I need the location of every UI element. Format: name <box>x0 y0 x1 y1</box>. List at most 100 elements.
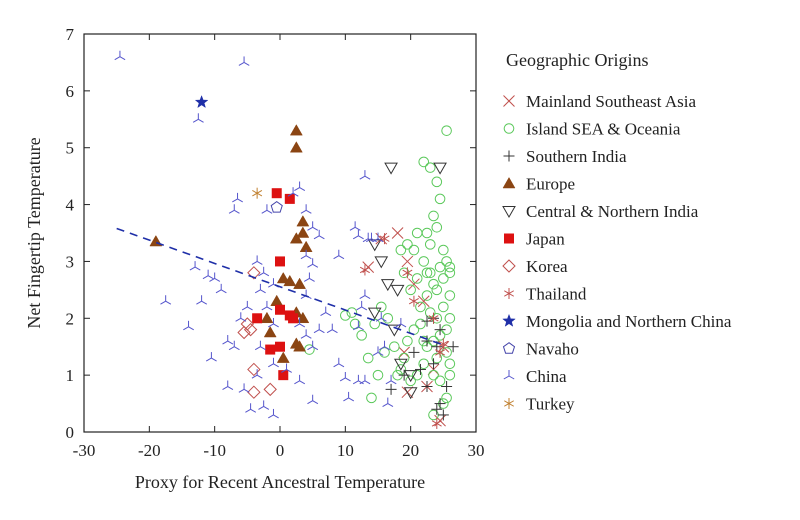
data-point-island-sea-oceania <box>444 267 456 279</box>
series-thailand <box>359 233 449 429</box>
data-point-japan <box>275 304 285 315</box>
series-korea <box>237 266 277 399</box>
data-point-mainland-southeast-asia <box>401 255 414 268</box>
legend-label-korea: Korea <box>526 257 568 276</box>
data-point-china <box>359 289 371 299</box>
data-point-mainland-southeast-asia <box>391 227 404 239</box>
data-point-china <box>294 317 306 328</box>
data-point-china <box>235 312 247 322</box>
legend-marker-mainland-southeast-asia <box>503 95 515 107</box>
legend-label-central-northern-india: Central & Northern India <box>526 202 699 221</box>
data-point-central-northern-india <box>390 284 405 297</box>
data-point-china <box>192 113 204 123</box>
data-point-china <box>222 380 234 390</box>
data-point-island-sea-oceania <box>408 244 420 256</box>
data-point-china <box>313 229 325 240</box>
data-point-island-sea-oceania <box>424 307 436 318</box>
y-axis: 0 1 2 3 4 5 6 7 <box>66 25 476 442</box>
y-tick-label: 2 <box>66 309 75 328</box>
data-point-japan <box>278 370 289 381</box>
data-point-korea <box>247 266 261 280</box>
data-point-china <box>241 300 253 311</box>
data-point-china <box>372 232 384 243</box>
data-point-island-sea-oceania <box>424 239 436 250</box>
data-point-thailand <box>435 346 446 358</box>
data-point-island-sea-oceania <box>418 256 430 267</box>
data-point-europe <box>293 340 307 352</box>
data-point-china <box>160 295 172 305</box>
data-point-island-sea-oceania <box>402 335 413 347</box>
data-point-europe <box>283 274 297 287</box>
data-point-mainland-southeast-asia <box>398 346 410 359</box>
legend-marker-europe <box>502 176 516 189</box>
x-tick-label: -30 <box>73 441 96 460</box>
data-point-korea <box>247 385 261 399</box>
data-point-europe <box>296 215 310 227</box>
data-point-island-sea-oceania <box>438 244 449 256</box>
data-point-southern-india <box>414 363 426 375</box>
data-point-southern-india <box>447 341 459 353</box>
data-point-japan <box>284 193 295 204</box>
data-point-korea <box>247 362 261 377</box>
data-point-china <box>307 258 319 268</box>
legend-marker-central-northern-india <box>502 206 516 219</box>
data-point-china <box>326 323 338 334</box>
data-point-china <box>251 369 263 379</box>
data-point-island-sea-oceania <box>441 347 452 358</box>
y-tick-label: 5 <box>66 139 75 158</box>
data-point-china <box>287 187 299 197</box>
data-point-island-sea-oceania <box>405 375 416 387</box>
legend-label-island-sea-oceania: Island SEA & Oceania <box>526 120 681 139</box>
data-point-china <box>333 357 345 368</box>
data-point-china <box>238 383 250 393</box>
data-point-japan <box>265 344 276 355</box>
data-point-island-sea-oceania <box>438 273 449 284</box>
data-point-china <box>303 272 315 282</box>
data-point-japan <box>271 188 282 199</box>
data-point-china <box>222 335 234 345</box>
data-point-china <box>343 391 355 402</box>
y-tick-label: 7 <box>66 25 75 44</box>
series-southern-india <box>385 312 459 421</box>
data-point-central-northern-india <box>387 324 402 337</box>
data-point-china <box>313 323 325 334</box>
data-point-island-sea-oceania <box>402 239 413 250</box>
data-point-island-sea-oceania <box>428 369 439 381</box>
data-point-island-sea-oceania <box>431 284 443 296</box>
legend-marker-navaho <box>502 342 516 354</box>
data-point-thailand <box>438 338 449 350</box>
data-point-island-sea-oceania <box>428 278 439 290</box>
data-point-island-sea-oceania <box>411 227 423 239</box>
data-point-central-northern-india <box>433 162 447 175</box>
points-layer <box>114 50 459 429</box>
data-point-island-sea-oceania <box>428 210 439 222</box>
data-point-island-sea-oceania <box>444 358 456 370</box>
data-point-island-sea-oceania <box>415 301 426 313</box>
data-point-island-sea-oceania <box>431 352 443 364</box>
data-point-china <box>254 340 266 351</box>
data-point-island-sea-oceania <box>375 301 387 313</box>
data-point-southern-india <box>431 403 443 415</box>
data-point-europe <box>289 141 303 153</box>
data-point-central-northern-india <box>367 239 382 252</box>
data-point-china <box>268 317 279 328</box>
data-point-china <box>375 312 387 322</box>
data-point-japan <box>252 313 263 324</box>
data-point-china <box>261 204 273 214</box>
data-point-island-sea-oceania <box>441 256 452 267</box>
data-point-korea <box>240 317 255 331</box>
legend-marker-turkey <box>503 398 515 409</box>
data-point-korea <box>243 322 258 337</box>
series-turkey <box>252 187 263 199</box>
data-point-southern-india <box>385 383 397 395</box>
data-point-island-sea-oceania <box>398 267 410 279</box>
data-point-island-sea-oceania <box>421 267 433 279</box>
data-point-china <box>254 283 266 294</box>
data-point-europe <box>293 277 307 289</box>
x-tick-label: 0 <box>276 441 285 460</box>
legend: Geographic Origins Mainland Southeast As… <box>502 50 732 414</box>
data-point-central-northern-india <box>384 162 398 175</box>
data-point-island-sea-oceania <box>434 375 446 387</box>
legend-title: Geographic Origins <box>506 50 648 70</box>
